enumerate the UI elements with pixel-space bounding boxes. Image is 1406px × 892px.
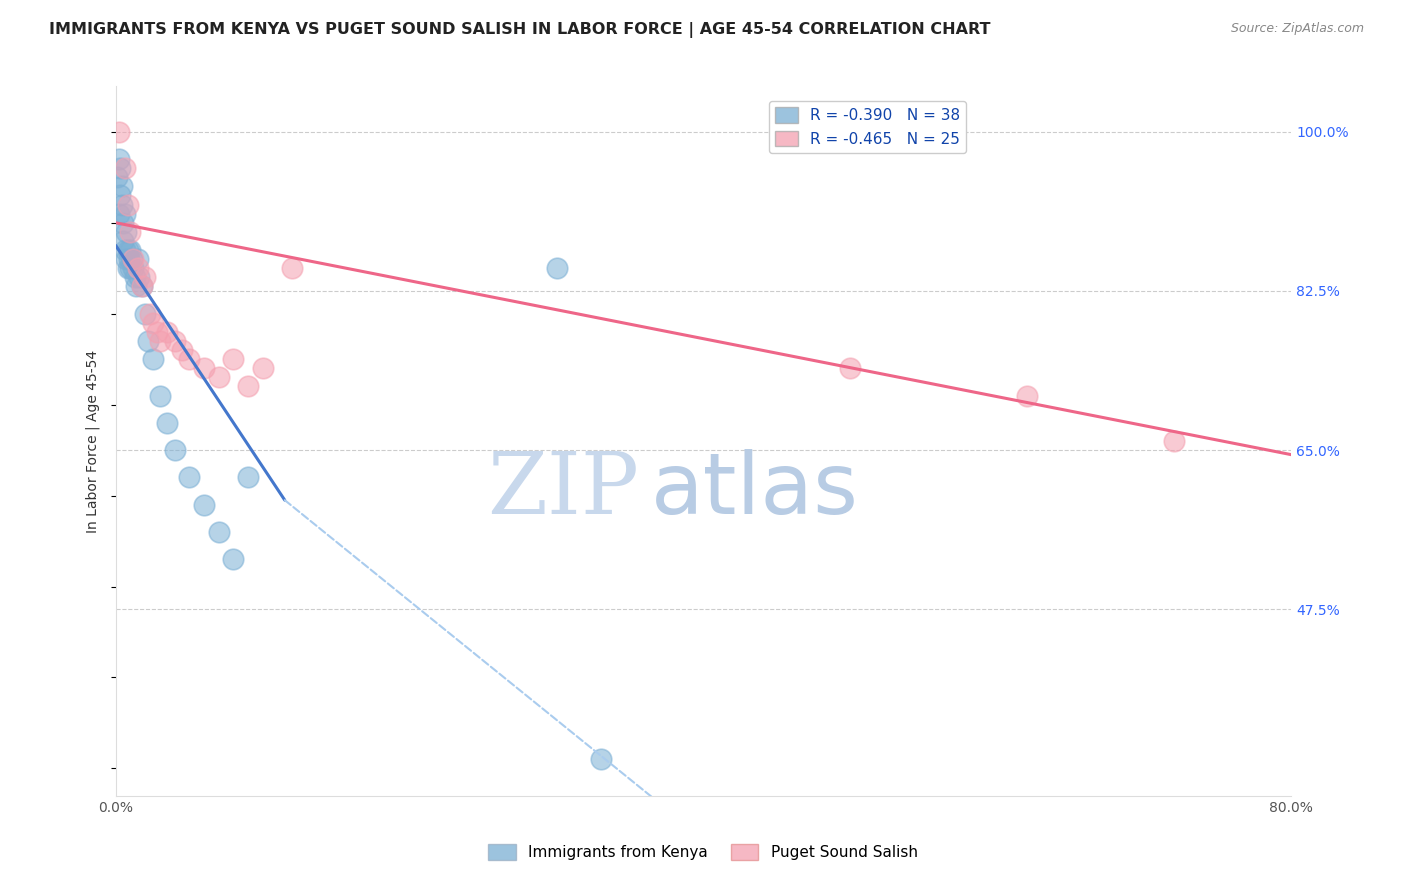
Point [120,243,142,257]
Point [118,252,141,267]
Point [163,443,186,458]
Legend: R = -0.390   N = 38, R = -0.465   N = 25: R = -0.390 N = 38, R = -0.465 N = 25 [769,101,966,153]
Point [281,261,304,276]
Point [111,197,134,211]
Point [117,261,139,276]
Point [141,352,163,367]
Point [108,161,131,176]
Point [236,470,259,484]
Point [134,270,156,285]
Point [138,307,160,321]
Point [124,270,146,285]
Point [107,152,129,166]
Point [115,225,138,239]
Point [179,470,201,484]
Point [115,252,138,267]
Point [252,361,274,376]
Point [156,325,179,339]
Point [208,370,231,384]
Point [193,498,215,512]
Point [107,125,129,139]
Point [120,261,142,276]
Text: atlas: atlas [651,450,859,533]
Point [222,552,245,566]
Point [107,207,129,221]
Point [141,316,163,330]
Text: IMMIGRANTS FROM KENYA VS PUGET SOUND SALISH IN LABOR FORCE | AGE 45-54 CORRELATI: IMMIGRANTS FROM KENYA VS PUGET SOUND SAL… [49,22,991,38]
Point [236,379,259,393]
Point [589,752,612,766]
Point [122,261,145,276]
Point [117,197,139,211]
Point [128,270,150,285]
Point [839,361,862,376]
Point [114,207,136,221]
Point [120,225,142,239]
Point [111,179,134,194]
Point [131,279,153,293]
Point [546,261,568,276]
Point [131,279,153,293]
Point [112,216,135,230]
Text: ZIP: ZIP [486,449,638,533]
Point [121,252,143,267]
Point [114,243,136,257]
Point [122,252,145,267]
Point [136,334,159,348]
Point [149,388,172,402]
Point [127,261,149,276]
Point [117,243,139,257]
Y-axis label: In Labor Force | Age 45-54: In Labor Force | Age 45-54 [86,350,100,533]
Point [222,352,245,367]
Point [112,234,135,248]
Point [125,279,148,293]
Point [134,307,156,321]
Text: Source: ZipAtlas.com: Source: ZipAtlas.com [1230,22,1364,36]
Point [193,361,215,376]
Point [108,188,131,202]
Point [156,416,179,430]
Point [170,343,193,357]
Point [179,352,201,367]
Point [105,170,128,185]
Point [114,161,136,176]
Point [149,334,172,348]
Point [208,524,231,539]
Point [127,252,149,267]
Point [163,334,186,348]
Point [1015,388,1038,402]
Point [146,325,169,339]
Legend: Immigrants from Kenya, Puget Sound Salish: Immigrants from Kenya, Puget Sound Salis… [482,838,924,866]
Point [1163,434,1185,448]
